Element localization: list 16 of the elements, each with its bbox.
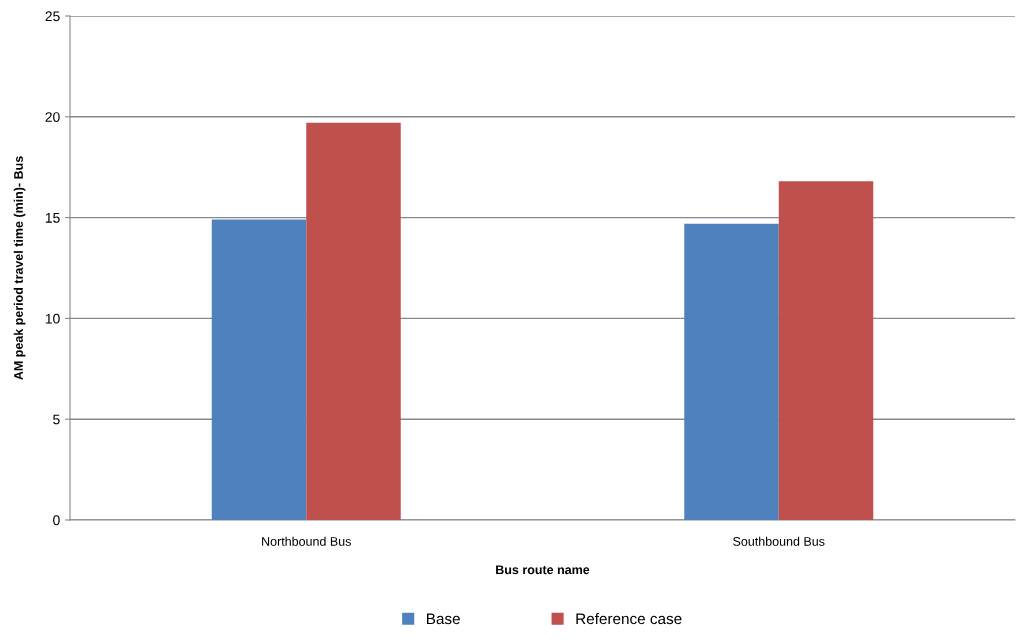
x-axis-title: Bus route name bbox=[496, 565, 590, 575]
x-tick-label: Southbound Bus bbox=[733, 536, 825, 546]
y-tick-label: 25 bbox=[45, 11, 60, 22]
bar bbox=[211, 219, 307, 520]
bar bbox=[684, 223, 779, 520]
y-tick-label: 0 bbox=[53, 515, 60, 526]
y-tick-label: 15 bbox=[45, 213, 60, 223]
y-axis-title: AM peak period travel time (min)- Bus bbox=[13, 156, 26, 380]
legend-label: Reference case bbox=[576, 612, 682, 625]
y-tick-label: 5 bbox=[53, 414, 60, 425]
x-tick-label: Northbound Bus bbox=[262, 536, 351, 546]
bar bbox=[306, 122, 401, 520]
legend-label: Base bbox=[427, 613, 460, 625]
bar bbox=[778, 181, 874, 520]
y-tick-label: 10 bbox=[45, 313, 60, 324]
y-tick-label: 20 bbox=[45, 112, 60, 122]
